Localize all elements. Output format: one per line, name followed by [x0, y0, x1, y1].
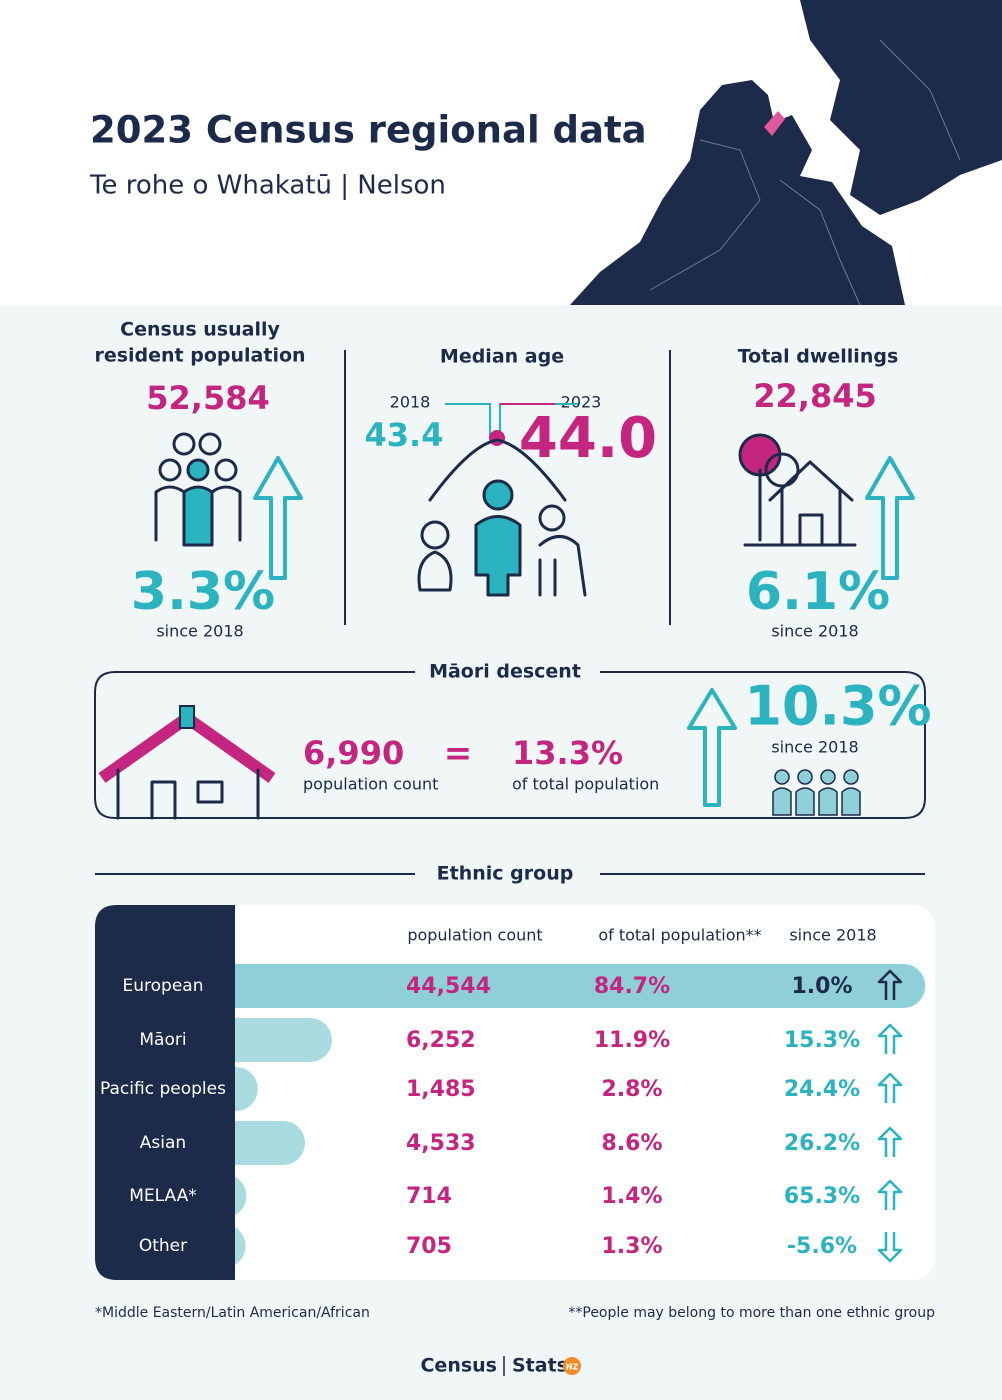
row-count: 714: [406, 1184, 452, 1209]
row-change: 24.4%: [784, 1077, 860, 1102]
section-title: resident population: [94, 345, 305, 367]
small-people: [772, 769, 861, 816]
row-count: 4,533: [406, 1131, 476, 1156]
up-arrow: [877, 1023, 903, 1054]
up-arrow: [877, 1126, 903, 1157]
maori-count: 6,990: [303, 734, 404, 772]
equals: =: [444, 734, 473, 774]
row-name: MELAA*: [129, 1186, 197, 1206]
row-change: 15.3%: [784, 1028, 860, 1053]
row-count: 1,485: [406, 1077, 476, 1102]
row-name: Māori: [139, 1030, 186, 1050]
year-label: 2023: [561, 393, 602, 412]
people-icon: [154, 432, 242, 547]
row-name: European: [123, 976, 204, 996]
median-curr: 44.0: [519, 406, 657, 471]
logo-badge: [563, 1357, 581, 1375]
population-value: 52,584: [146, 379, 269, 417]
name-column: [95, 905, 235, 1280]
share-label: of total population: [512, 775, 659, 794]
row-share: 11.9%: [594, 1028, 670, 1053]
up-arrow: [687, 688, 737, 807]
section-title: Total dwellings: [738, 346, 899, 368]
up-arrow: [877, 1072, 903, 1103]
title: 2023 Census regional data: [90, 109, 647, 152]
dwellings-change: 6.1%: [746, 562, 890, 622]
section-title: Median age: [440, 346, 564, 368]
up-arrow: [253, 456, 303, 580]
up-arrow: [877, 969, 903, 1000]
row-share: 1.4%: [601, 1184, 662, 1209]
row-change: -5.6%: [787, 1234, 857, 1259]
row-count: 705: [406, 1234, 452, 1259]
column-header: population count: [407, 926, 542, 945]
section-title: Census usually: [120, 319, 280, 341]
share-bar: [195, 964, 926, 1008]
since-label: since 2018: [771, 622, 858, 641]
up-arrow: [877, 1179, 903, 1210]
logo-census: Census: [420, 1355, 497, 1377]
row-change: 26.2%: [784, 1131, 860, 1156]
section-frame: [94, 671, 926, 819]
peak-dot: [489, 430, 505, 446]
bell-curve: [428, 438, 567, 502]
row-change: 1.0%: [791, 974, 852, 999]
section-title: Māori descent: [429, 661, 581, 683]
row-count: 44,544: [406, 974, 491, 999]
row-share: 1.3%: [601, 1234, 662, 1259]
year-label: 2018: [390, 393, 431, 412]
footnote: *Middle Eastern/Latin American/African: [95, 1305, 370, 1321]
rows: European 44,544 84.7% 1.0% Māori 6,252 11.9% 15…: [100, 969, 903, 1263]
logo-stats: Stats: [512, 1355, 568, 1377]
house-icon: [738, 433, 857, 547]
column-header: of total population**: [598, 926, 761, 945]
since-label: since 2018: [771, 738, 858, 757]
logo-nz: NZ: [566, 1363, 579, 1372]
row-share: 84.7%: [594, 974, 670, 999]
maori-share: 13.3%: [512, 734, 623, 772]
column-header: since 2018: [789, 926, 876, 945]
maori-change: 10.3%: [744, 675, 931, 738]
row-count: 6,252: [406, 1028, 476, 1053]
row-change: 65.3%: [784, 1184, 860, 1209]
footnote: **People may belong to more than one eth…: [568, 1305, 935, 1321]
count-label: population count: [303, 775, 438, 794]
marae-icon: [98, 705, 276, 820]
map: [570, 0, 1002, 306]
section-title: Ethnic group: [437, 863, 574, 885]
row-name: Asian: [140, 1133, 186, 1153]
dwellings-value: 22,845: [753, 377, 876, 415]
population-change: 3.3%: [131, 562, 275, 622]
since-label: since 2018: [156, 622, 243, 641]
row-name: Pacific peoples: [100, 1079, 226, 1099]
subtitle: Te rohe o Whakatū | Nelson: [89, 171, 446, 201]
row-share: 2.8%: [601, 1077, 662, 1102]
up-arrow: [865, 456, 915, 580]
age-icon: [417, 479, 587, 597]
down-arrow: [877, 1232, 903, 1263]
row-share: 8.6%: [601, 1131, 662, 1156]
row-name: Other: [139, 1236, 187, 1256]
median-prev: 43.4: [365, 416, 444, 454]
